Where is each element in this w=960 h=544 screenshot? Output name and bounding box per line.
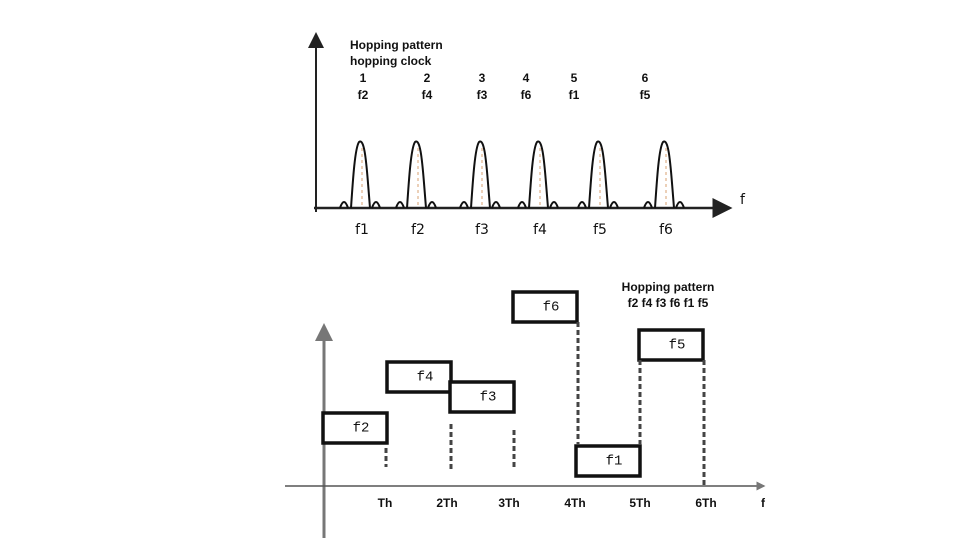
legend-sequence: f2 f4 f3 f6 f1 f5 [628, 296, 709, 310]
hop-block [574, 444, 642, 478]
spectral-peak [517, 140, 559, 209]
hop-block-label: f4 [417, 370, 434, 386]
clock-freq: f5 [640, 88, 651, 102]
time-tick-label: 3Th [498, 496, 519, 510]
clock-slot: 1 [360, 71, 367, 85]
top-title: Hopping pattern [350, 38, 443, 52]
clock-freq: f3 [477, 88, 488, 102]
top-subtitle: hopping clock [350, 54, 432, 68]
spectral-peak [339, 140, 381, 209]
spectral-peak [643, 140, 685, 209]
clock-freq: f6 [521, 88, 532, 102]
spectral-peak [459, 140, 501, 209]
clock-slot: 5 [571, 71, 578, 85]
clock-slot: 3 [479, 71, 486, 85]
carrier-label: f3 [475, 222, 489, 238]
time-tick-label: Th [378, 496, 393, 510]
hop-block [385, 360, 453, 394]
carrier-label: f1 [355, 222, 369, 238]
clock-freq: f1 [569, 88, 580, 102]
hop-block-label: f5 [669, 338, 686, 354]
hop-block [637, 328, 705, 362]
hop-block [511, 290, 579, 324]
spectral-peak [395, 140, 437, 209]
carrier-label: f2 [411, 222, 425, 238]
clock-freq: f2 [358, 88, 369, 102]
top-axis-label: f [740, 192, 746, 208]
time-tick-label: 2Th [436, 496, 457, 510]
time-tick-label: 6Th [695, 496, 716, 510]
hop-block-label: f3 [480, 390, 497, 406]
hop-block [448, 380, 516, 414]
legend-title: Hopping pattern [622, 280, 715, 294]
clock-slot: 2 [424, 71, 431, 85]
spectral-peak [577, 140, 619, 209]
hop-block-label: f1 [606, 454, 623, 470]
hop-block [321, 411, 389, 445]
clock-slot: 6 [642, 71, 649, 85]
clock-slot: 4 [523, 71, 530, 85]
hop-block-label: f6 [543, 300, 560, 316]
clock-freq: f4 [422, 88, 433, 102]
carrier-label: f6 [659, 222, 673, 238]
time-tick-label: 5Th [629, 496, 650, 510]
bottom-axis-label: f [761, 496, 766, 510]
time-tick-label: 4Th [564, 496, 585, 510]
carrier-label: f4 [533, 222, 547, 238]
carrier-label: f5 [593, 222, 607, 238]
hop-block-label: f2 [353, 421, 370, 437]
